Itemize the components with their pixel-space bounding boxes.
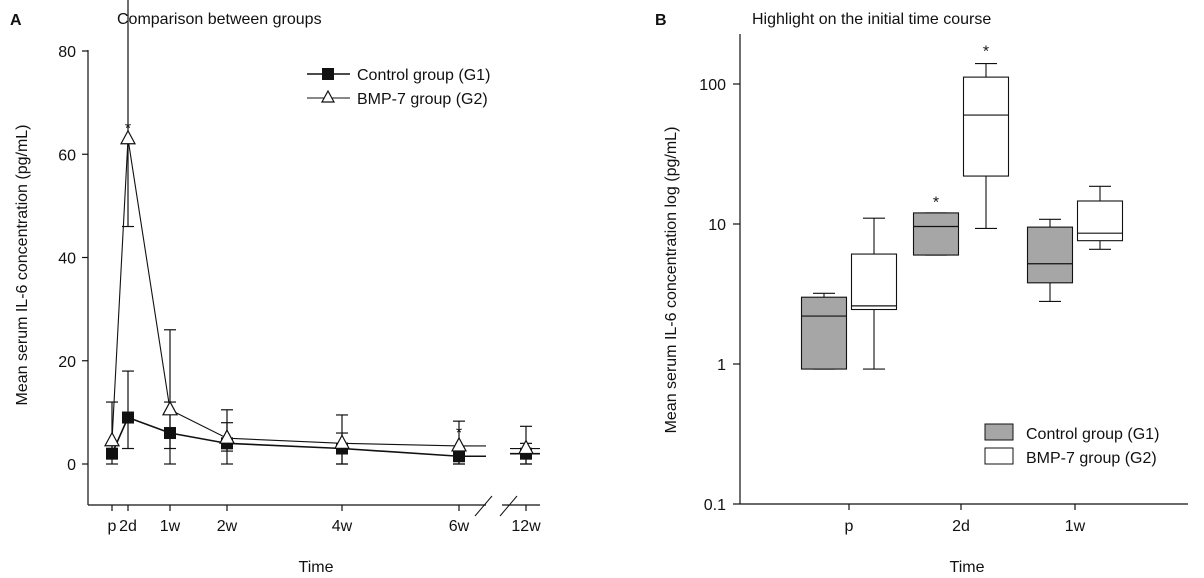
x-tick-label: 2d [119,518,137,535]
control-series-line [111,416,460,458]
control-box [1026,226,1074,284]
panel-b-title: Highlight on the initial time course [752,11,991,28]
y-tick-label: 0.1 [704,497,726,514]
panel-b-letter: B [655,12,667,29]
panel-a-ylabel: Mean serum IL-6 concentration (pg/mL) [14,124,31,405]
axis-break-mark [499,495,518,517]
x-tick-label: 1w [160,518,181,535]
significance-marker: * [933,194,939,211]
bmp7-box [962,76,1010,177]
bmp7-data-point [103,431,121,447]
legend-control-label: Control group (G1) [1026,426,1159,443]
bmp7-box [1076,200,1124,242]
bmp7-data-point [218,428,236,444]
significance-marker: * [983,43,989,60]
legend-control-marker [322,68,334,80]
axis-break-mark [474,495,493,517]
y-tick-label: 100 [699,77,726,94]
significance-marker: * [125,120,131,137]
bmp7-box [850,253,898,311]
legend-bmp7-marker [320,89,336,103]
control-box [912,212,960,256]
chart-a-plot-area: 0 20 40 60 80 p 2d 1w 2w 4w 6w 12w * * Control group (… [58,0,541,535]
legend-control-swatch [984,423,1014,441]
control-data-point [122,411,134,424]
x-tick-label: p [845,518,854,535]
x-tick-label: 12w [511,518,541,535]
legend-bmp7-swatch [984,447,1014,465]
y-tick-label: 80 [58,44,76,61]
x-tick-label: 2w [217,518,238,535]
y-tick-label: 10 [708,217,726,234]
legend-bmp7-label: BMP-7 group (G2) [1026,450,1157,467]
legend-bmp7-label: BMP-7 group (G2) [357,91,488,108]
y-tick-label: 60 [58,147,76,164]
significance-marker: * [456,425,462,442]
bmp7-data-point [517,439,535,455]
x-tick-label: 6w [449,518,470,535]
panel-b-ylabel: Mean serum IL-6 concentration log (pg/mL… [663,127,680,434]
panel-a-title: Comparison between groups [117,11,322,28]
panel-a-xlabel: Time [299,559,334,576]
x-tick-label: p [108,518,117,535]
control-box [800,296,848,370]
x-tick-label: 4w [332,518,353,535]
bmp7-series-line [111,138,460,447]
y-tick-label: 1 [717,357,726,374]
y-tick-label: 40 [58,251,76,268]
y-tick-label: 20 [58,354,76,371]
x-tick-label: 1w [1065,518,1086,535]
chart-b-plot-area: 0.1 1 10 100 p 2d 1w * * Control group (G1) BMP-7 … [699,34,1188,535]
bmp7-data-point [161,400,179,416]
bmp7-data-point [119,129,137,145]
y-tick-label: 0 [67,457,76,474]
bmp7-data-point [333,434,351,449]
panel-b-xlabel: Time [950,559,985,576]
x-tick-label: 2d [952,518,970,535]
bmp7-data-point [450,436,468,452]
panel-a-letter: A [10,12,22,29]
legend-control-label: Control group (G1) [357,67,490,84]
